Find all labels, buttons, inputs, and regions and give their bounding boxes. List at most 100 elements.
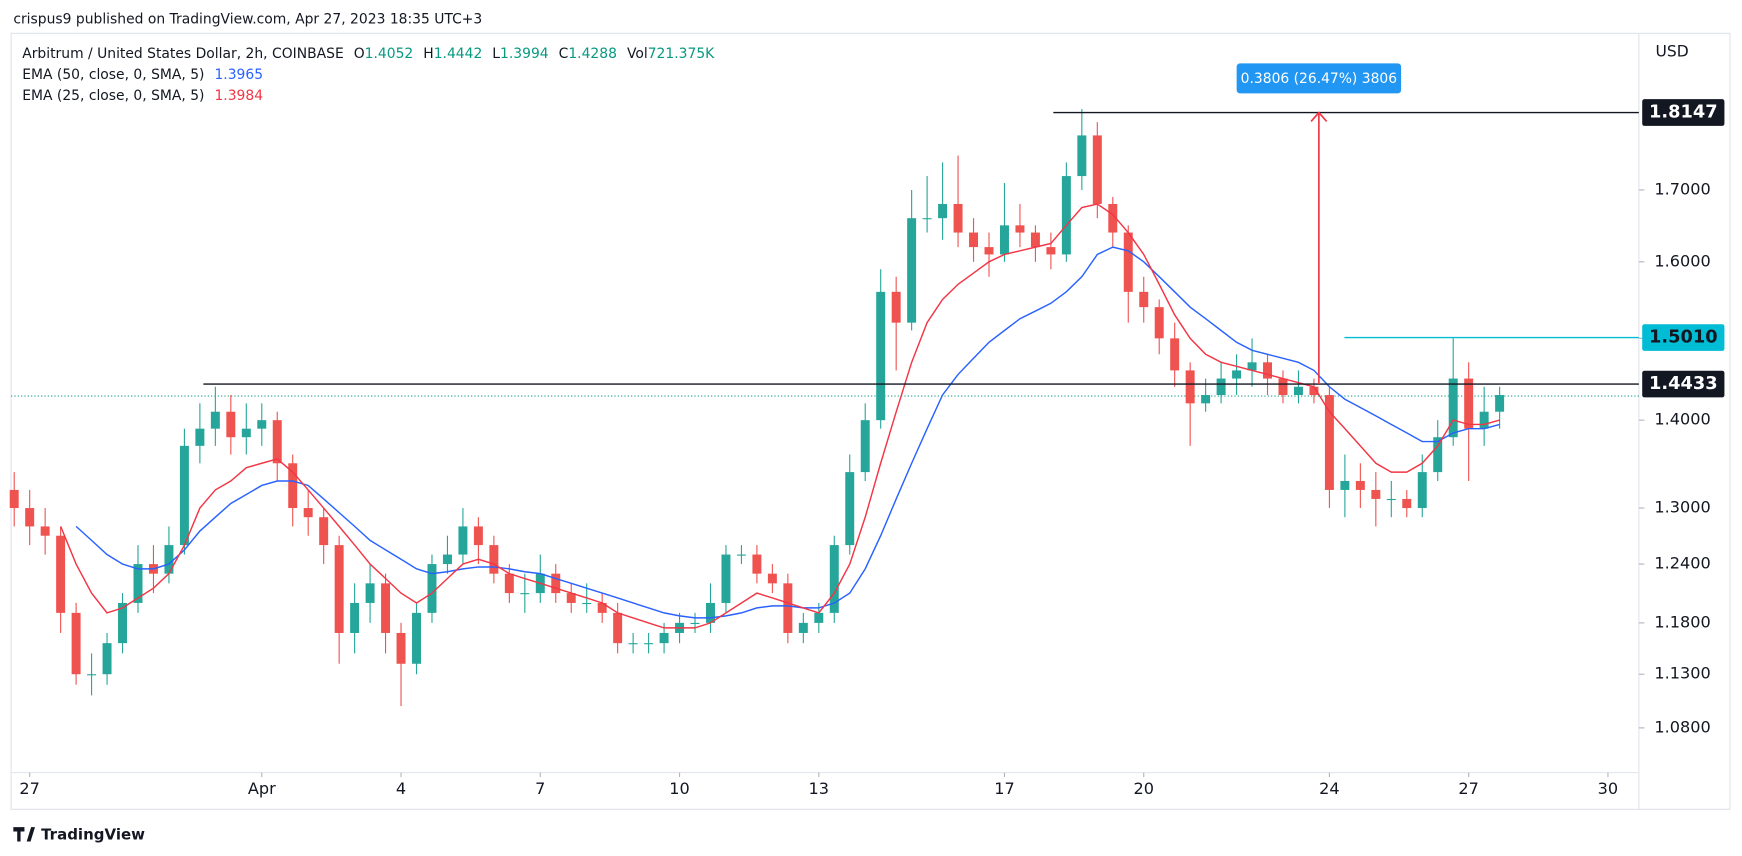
- candle-body: [1464, 378, 1474, 429]
- candle-body: [319, 517, 329, 546]
- x-tick-label: 13: [809, 779, 829, 798]
- candle-body: [396, 632, 406, 664]
- x-tick-label: 17: [994, 779, 1014, 798]
- volume-value: 721.375K: [647, 44, 715, 62]
- candle-body: [272, 420, 282, 464]
- indicator-legend: EMA (25, close, 0, SMA, 5) 1.3984: [22, 87, 263, 104]
- ohlc-label: H: [423, 44, 434, 62]
- candle-body: [1061, 176, 1071, 255]
- candle-body: [1402, 498, 1412, 509]
- candle-body: [551, 573, 561, 594]
- x-tick-label: 24: [1319, 779, 1339, 798]
- candle-body: [334, 545, 344, 633]
- candle-body: [56, 535, 66, 613]
- candle-body: [1324, 395, 1334, 490]
- candle-body: [783, 583, 793, 633]
- candle-body: [473, 526, 483, 546]
- candle-body: [1340, 480, 1350, 490]
- candle-body: [891, 291, 901, 323]
- x-tick-label: 10: [669, 779, 689, 798]
- candle-body: [1495, 395, 1505, 412]
- candle-body: [427, 564, 437, 613]
- y-tick-label: 1.7000: [1654, 179, 1710, 198]
- brand: TradingView: [13, 825, 145, 843]
- ohlc-label: Vol: [626, 44, 648, 62]
- y-tick-label: 1.4000: [1654, 410, 1710, 429]
- ohlc-label: C: [558, 44, 569, 62]
- candle-body: [350, 602, 360, 633]
- candle-body: [953, 203, 963, 233]
- candle-body: [706, 602, 715, 623]
- y-tick-label: 1.3000: [1654, 498, 1710, 517]
- level-price-box: [1642, 324, 1725, 351]
- candle-body: [442, 554, 452, 565]
- candle-body: [1232, 370, 1242, 379]
- ohlc-value: 1.3994: [500, 44, 549, 62]
- candle-body: [489, 545, 499, 574]
- candle-body: [102, 643, 112, 675]
- candle-body: [798, 622, 808, 633]
- candle-body: [9, 489, 19, 509]
- candle-body: [767, 573, 777, 584]
- candle-body: [1355, 480, 1365, 490]
- candle-body: [1123, 232, 1133, 292]
- measure-box: [1236, 63, 1402, 94]
- candle-body: [1077, 135, 1087, 177]
- candle-body: [504, 573, 514, 594]
- candle-body: [71, 612, 81, 675]
- level-price-box: [1642, 370, 1725, 398]
- candle-body: [1170, 338, 1180, 371]
- candle-body: [752, 554, 762, 574]
- candle-body: [303, 508, 313, 518]
- candle-body: [1479, 411, 1489, 429]
- candle-body: [659, 632, 669, 644]
- chart-frame: [10, 32, 1731, 810]
- indicator-legend: EMA (50, close, 0, SMA, 5) 1.3965: [22, 66, 263, 83]
- candle-body: [257, 420, 267, 429]
- candle-body: [1216, 378, 1226, 396]
- level-price-label: 1.5010: [1649, 327, 1718, 348]
- candle-body: [1448, 378, 1458, 438]
- symbol-legend: Arbitrum / United States Dollar, 2h, COI…: [22, 44, 714, 61]
- x-tick-label: 20: [1133, 779, 1153, 798]
- published-line: crispus9 published on TradingView.com, A…: [13, 10, 483, 27]
- y-tick-label: 1.1300: [1654, 664, 1710, 683]
- candle-body: [226, 411, 236, 438]
- candle-body: [628, 643, 638, 645]
- indicator-name: EMA (50, close, 0, SMA, 5): [22, 65, 205, 83]
- y-tick-label: 1.1800: [1654, 612, 1710, 631]
- candle-body: [566, 593, 576, 603]
- candle-body: [288, 463, 298, 509]
- candle-body: [922, 218, 932, 220]
- candle-body: [1263, 362, 1273, 379]
- symbol: Arbitrum / United States Dollar, 2h, COI…: [22, 44, 344, 62]
- candle-body: [412, 612, 421, 664]
- candle-body: [1278, 378, 1288, 396]
- level-price-label: 1.8147: [1649, 102, 1718, 123]
- candle-body: [241, 428, 251, 438]
- ohlc-value: 1.4288: [568, 44, 617, 62]
- ohlc-label: O: [353, 44, 365, 62]
- y-tick-label: 1.2400: [1654, 554, 1710, 573]
- candle-body: [1108, 203, 1118, 233]
- level-price-box: [1642, 99, 1725, 126]
- y-tick-label: 1.6000: [1654, 251, 1710, 270]
- y-tick-label: 1.0800: [1654, 717, 1710, 736]
- measure-label: 0.3806 (26.47%) 3806: [1241, 71, 1397, 87]
- candle-body: [597, 602, 607, 613]
- candle-body: [1030, 232, 1040, 248]
- candle-body: [690, 622, 700, 624]
- candle-body: [118, 602, 128, 644]
- candle-body: [179, 445, 189, 546]
- candle-body: [845, 472, 855, 546]
- candle-body: [133, 564, 143, 603]
- brand-name: TradingView: [41, 825, 145, 843]
- candle-body: [1247, 362, 1257, 371]
- candle-body: [87, 674, 97, 676]
- candle-body: [520, 593, 530, 595]
- candle-body: [1046, 247, 1056, 255]
- candle-body: [210, 411, 220, 429]
- candle-body: [1015, 225, 1025, 233]
- candle-body: [736, 554, 746, 556]
